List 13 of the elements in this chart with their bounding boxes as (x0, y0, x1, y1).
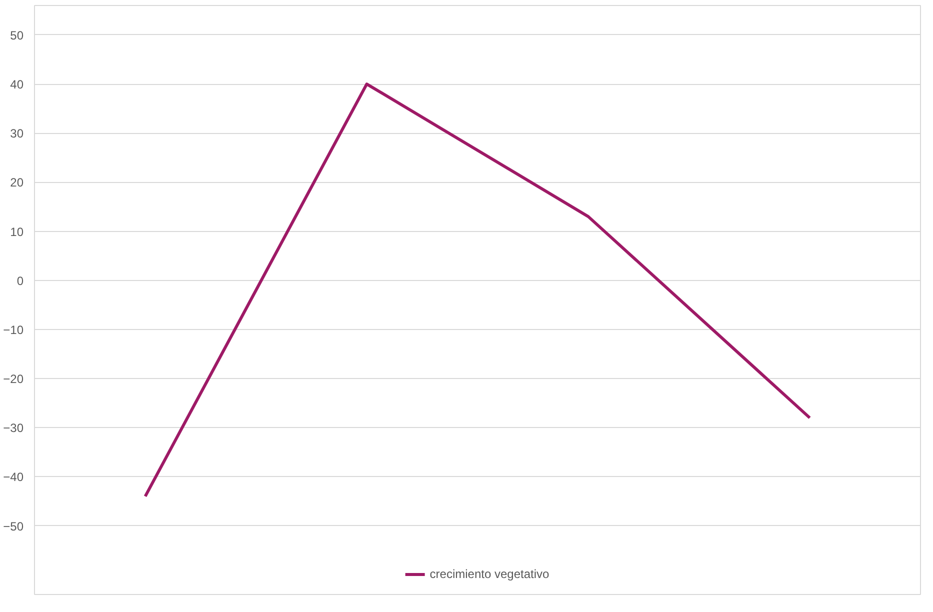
line-series (144, 82, 812, 498)
y-tick-label: 10 (10, 224, 24, 239)
y-tick-label: 20 (10, 176, 24, 190)
y-tick-label: 0 (16, 274, 24, 288)
y-tick-label: −30 (3, 421, 24, 436)
y-tick-label: −10 (3, 322, 24, 337)
y-tick-label: −20 (3, 372, 24, 386)
y-tick-label: 40 (10, 78, 24, 92)
y-tick-label: −50 (3, 519, 24, 534)
legend-label: crecimiento vegetativo (430, 567, 550, 581)
y-tick-label: 30 (10, 126, 24, 141)
y-tick-label: −40 (3, 470, 24, 484)
y-tick-label: 50 (10, 28, 24, 42)
